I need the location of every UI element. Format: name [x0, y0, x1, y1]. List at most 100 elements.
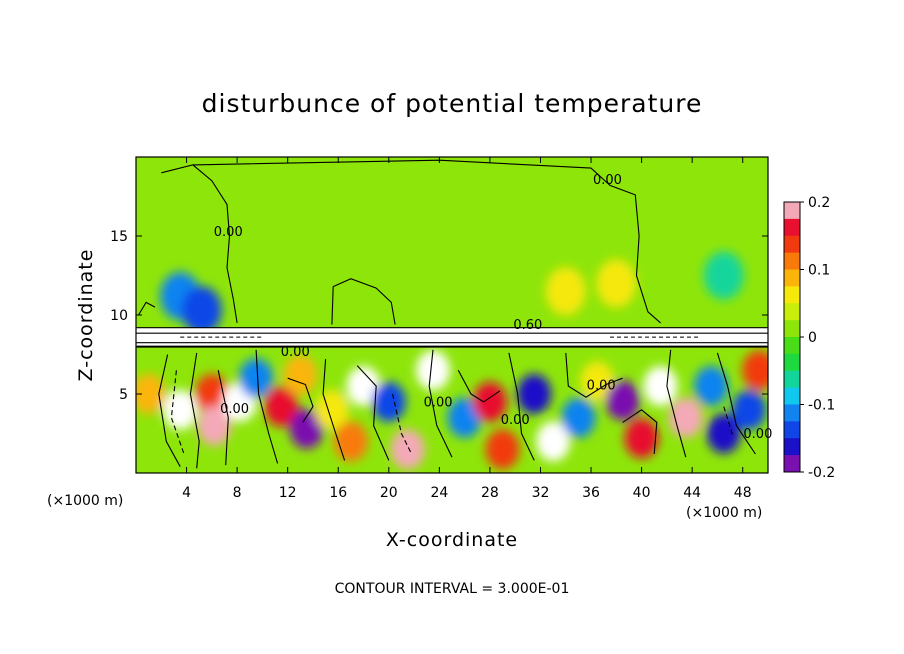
contour-line: [217, 370, 229, 466]
anomaly-blob: [561, 397, 596, 438]
anomaly-blob: [163, 389, 198, 430]
contour-line: [255, 349, 279, 464]
anomaly-blob: [643, 366, 678, 407]
x-tick-label: 36: [582, 485, 600, 501]
anomaly-blob: [181, 286, 222, 335]
anomaly-blob: [239, 358, 274, 399]
x-tick-label: 24: [430, 485, 448, 501]
x-tick-label: 48: [734, 485, 752, 501]
contour-line: [622, 409, 658, 455]
anomaly-blob: [194, 374, 229, 414]
colorbar-tick-label: 0: [808, 330, 817, 346]
x-tick-label: 44: [683, 485, 701, 501]
anomaly-blob: [416, 350, 451, 391]
contour-label: 0.00: [743, 427, 772, 442]
contour-line: [158, 354, 181, 467]
contour-line: [356, 365, 390, 461]
contour-line: [161, 164, 238, 323]
chart-title: disturbunce of potential temperature: [202, 89, 703, 118]
colorbar-swatch: [784, 438, 800, 456]
colorbar: 0.2 0.1 0 -0.1 -0.2: [783, 195, 835, 481]
contour-label: 0.00: [214, 225, 243, 240]
inversion-band: [136, 327, 768, 347]
x-tick-label: 12: [279, 485, 297, 501]
x-unit-left: (×1000 m): [47, 493, 123, 509]
colorbar-tick-label: 0.2: [808, 195, 830, 211]
anomaly-blob: [346, 366, 381, 407]
contour-label: 0.00: [587, 378, 616, 393]
contour-line: [189, 352, 200, 469]
anomaly-blob: [545, 267, 586, 316]
anomaly-blob: [596, 259, 637, 308]
contour-line: [428, 349, 453, 458]
anomaly-blob: [136, 374, 166, 414]
contour-line: [287, 377, 314, 423]
y-tick-label: 5: [119, 387, 128, 403]
colorbar-swatch: [784, 320, 800, 338]
contour-label: 0.00: [281, 345, 310, 360]
anomaly-blob: [703, 251, 744, 300]
contour-line-dashed: [392, 393, 413, 455]
contour-label: 0.60: [513, 318, 542, 333]
x-tick-label: 16: [329, 485, 347, 501]
anomaly-blob: [706, 413, 741, 454]
contour-line: [322, 359, 346, 461]
contour-line-dashed: [170, 370, 185, 455]
anomaly-blob: [485, 429, 520, 470]
contour-line: [565, 352, 623, 398]
contour-labels: 0.00 0.00 0.60 0.00 0.00 0.00 0.00 0.00 0.00: [214, 173, 773, 442]
contour-label: 0.00: [593, 173, 622, 188]
contour-line: [457, 370, 501, 403]
anomaly-blob: [536, 421, 571, 462]
anomaly-blob: [694, 366, 729, 407]
anomaly-blob: [264, 386, 299, 427]
contour-label: 0.00: [220, 402, 249, 417]
contour-label: 0.00: [424, 396, 453, 411]
anomaly-blob: [289, 408, 324, 449]
anomaly-blob: [580, 361, 615, 402]
anomaly-blob: [517, 374, 552, 414]
inversion-layer: [136, 327, 768, 348]
y-axis-title: Z-coordinate: [75, 249, 97, 382]
anomaly-blob: [605, 380, 640, 421]
colorbar-swatch: [784, 202, 800, 220]
colorbar-swatch: [784, 269, 800, 287]
colorbar-swatches: [784, 202, 800, 473]
contour-line: [508, 352, 535, 461]
contour-line: [666, 349, 687, 458]
contour-interval-note: CONTOUR INTERVAL = 3.000E-01: [335, 581, 570, 597]
colorbar-tick-label: 0.1: [808, 263, 830, 279]
contour-line-dashed: [723, 406, 734, 436]
contour-line: [716, 352, 756, 455]
y-tick-label: 10: [110, 308, 128, 324]
colorbar-swatch: [784, 235, 800, 254]
colorbar-tick-label: -0.1: [808, 398, 835, 414]
x-tick-label: 4: [182, 485, 191, 501]
colorbar-swatch: [784, 421, 800, 439]
y-tick-label: 15: [110, 229, 128, 245]
contour-line: [138, 301, 156, 316]
anomaly-blob: [668, 397, 703, 438]
contour-line: [331, 278, 396, 325]
x-tick-label: 32: [532, 485, 550, 501]
anomaly-blob: [197, 405, 232, 446]
colorbar-swatch: [784, 404, 800, 422]
colorbar-swatch: [784, 303, 800, 321]
anomaly-blob: [732, 389, 767, 430]
x-tick-label: 20: [380, 485, 398, 501]
colorbar-swatch: [784, 252, 800, 270]
anomaly-blob: [283, 355, 318, 396]
colorbar-swatch: [784, 286, 800, 304]
colorbar-swatch: [784, 337, 800, 355]
y-axis: 5 10 15: [110, 229, 768, 403]
anomaly-blob: [371, 381, 406, 422]
anomaly-blob: [314, 389, 349, 430]
colorbar-ticks: 0.2 0.1 0 -0.1 -0.2: [800, 195, 835, 481]
anomaly-blob: [624, 418, 659, 459]
anomaly-blob: [390, 429, 425, 470]
anomaly-blob: [447, 397, 482, 438]
x-axis-title: X-coordinate: [386, 529, 518, 551]
colorbar-swatch: [784, 353, 800, 372]
